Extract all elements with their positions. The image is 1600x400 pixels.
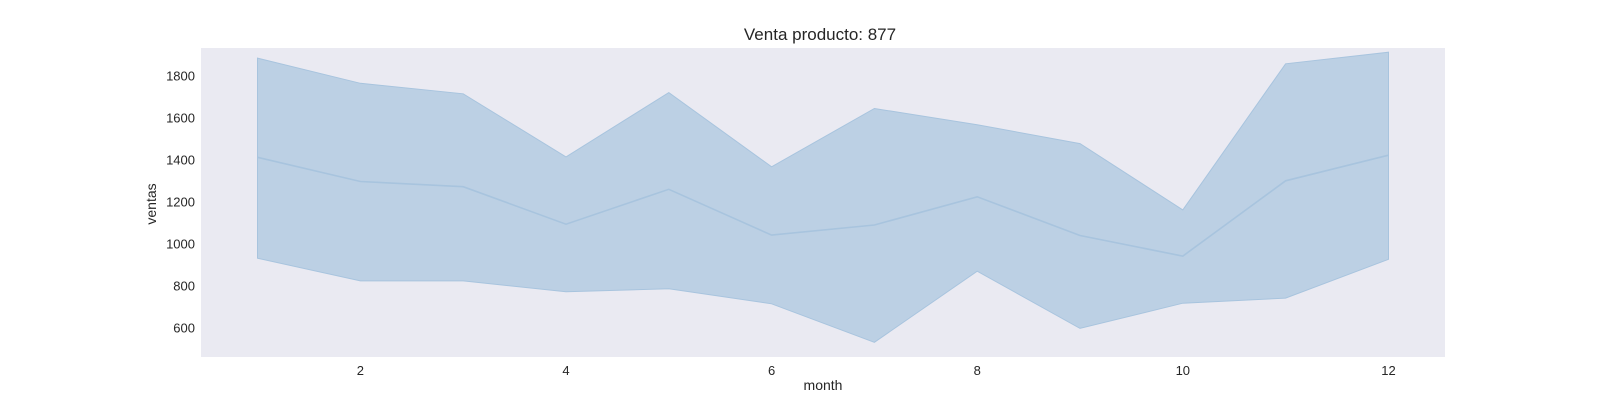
y-tick-label: 1400 [166,152,195,167]
y-tick-label: 1600 [166,110,195,125]
data-point [564,222,568,226]
y-tick-label: 800 [173,279,195,294]
x-tick-label: 6 [768,363,775,378]
data-point [1284,179,1288,183]
data-point [461,185,465,189]
y-axis-label: ventas [143,183,159,224]
x-tick-label: 10 [1176,363,1190,378]
x-tick-label: 4 [562,363,569,378]
data-point [770,233,774,237]
y-tick-label: 1200 [166,194,195,209]
chart-title: Venta producto: 877 [744,25,896,44]
y-tick-label: 1000 [166,237,195,252]
series-line-layer [256,153,1391,258]
y-tick-label: 1800 [166,68,195,83]
confidence-band-layer [257,51,1389,343]
x-tick-label: 8 [974,363,981,378]
data-point [975,195,979,199]
data-point [872,223,876,227]
y-tick-labels: 600 800 1000 1200 1400 1600 1800 [166,68,195,335]
data-point [358,180,362,184]
data-point [1181,254,1185,258]
x-tick-label: 2 [357,363,364,378]
data-point [1387,153,1391,157]
data-point [667,187,671,191]
confidence-band [257,51,1389,343]
x-axis-label: month [804,377,843,393]
series-line [257,154,1389,257]
x-tick-label: 12 [1381,363,1395,378]
data-point [256,155,260,159]
data-point [1078,234,1082,238]
x-tick-labels: 2 4 6 8 10 12 [357,363,1396,378]
y-tick-label: 600 [173,321,195,336]
